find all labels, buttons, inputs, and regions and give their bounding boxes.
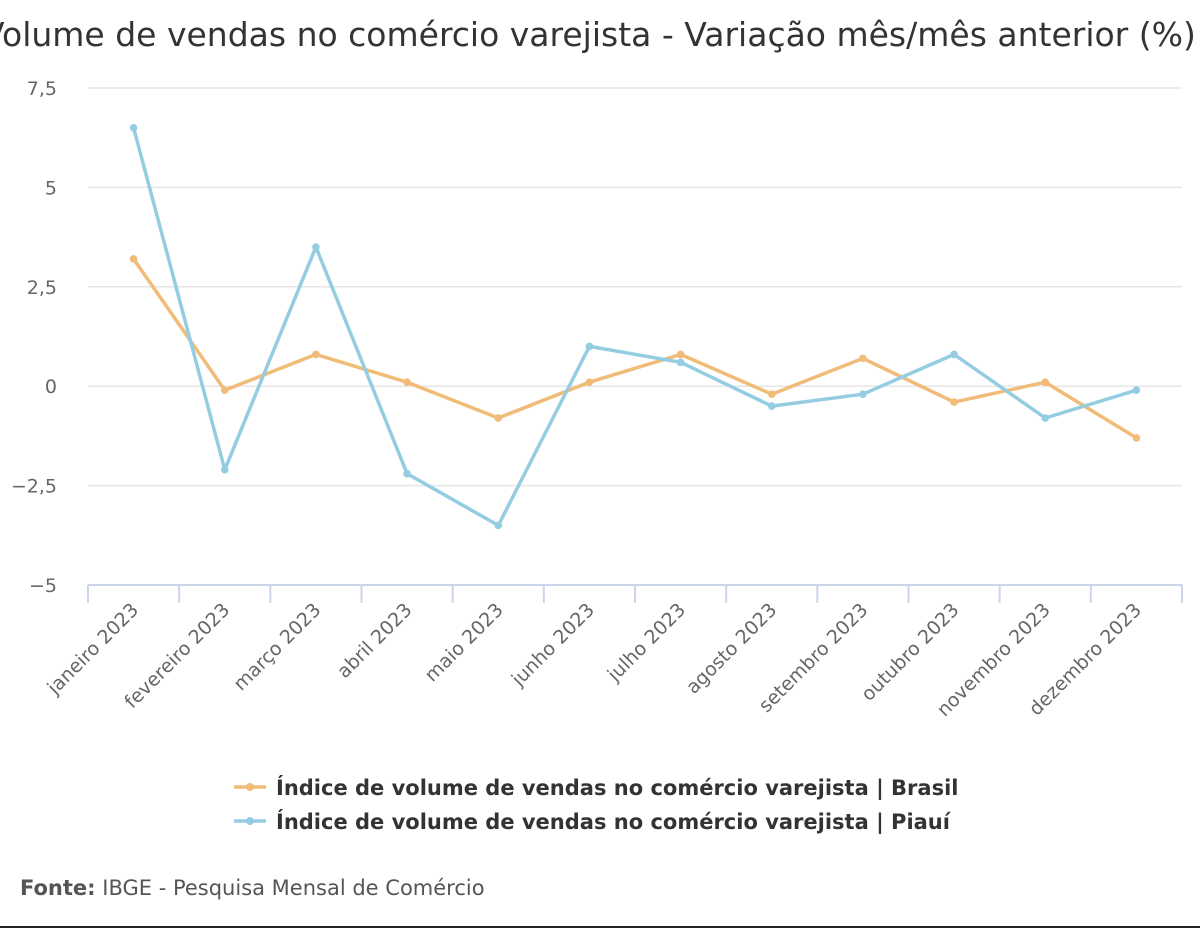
data-point[interactable] bbox=[767, 402, 776, 410]
y-tick-label: 5 bbox=[45, 177, 57, 199]
legend-swatch-marker bbox=[246, 817, 254, 825]
data-point[interactable] bbox=[129, 255, 138, 263]
data-point[interactable] bbox=[312, 350, 320, 359]
y-axis-ticks: 7,5 5 2,5 0 −2,5 −5 bbox=[11, 78, 57, 597]
series-line-0 bbox=[131, 257, 1139, 440]
data-point[interactable] bbox=[1041, 378, 1050, 387]
bottom-divider bbox=[0, 926, 1200, 928]
y-tick-label: 0 bbox=[45, 376, 57, 398]
y-tick-label: −2,5 bbox=[11, 476, 57, 498]
y-tick-label: 7,5 bbox=[27, 78, 57, 100]
legend-swatch-marker bbox=[246, 783, 254, 791]
x-tick-label: julho 2023 bbox=[603, 599, 690, 686]
x-tick-label: abril 2023 bbox=[333, 599, 417, 683]
y-tick-label: 2,5 bbox=[27, 277, 57, 299]
gridlines bbox=[88, 87, 1182, 487]
data-point[interactable] bbox=[220, 386, 229, 394]
series-line-1 bbox=[131, 126, 1139, 528]
legend-item-1[interactable]: Índice de volume de vendas no comércio v… bbox=[234, 809, 952, 835]
data-point[interactable] bbox=[403, 469, 411, 478]
data-point[interactable] bbox=[585, 378, 594, 387]
legend-label: Índice de volume de vendas no comércio v… bbox=[276, 809, 952, 835]
data-point[interactable] bbox=[1132, 434, 1141, 442]
source-note: Fonte: IBGE - Pesquisa Mensal de Comérci… bbox=[20, 876, 485, 900]
y-tick-label: −5 bbox=[29, 575, 57, 597]
legend[interactable]: Índice de volume de vendas no comércio v… bbox=[234, 775, 958, 835]
source-label: Fonte: bbox=[20, 876, 96, 900]
x-tick-label: junho 2023 bbox=[507, 599, 599, 691]
series-lines bbox=[129, 123, 1141, 530]
data-point[interactable] bbox=[494, 414, 503, 422]
data-point[interactable] bbox=[494, 521, 503, 530]
legend-label: Índice de volume de vendas no comércio v… bbox=[276, 775, 958, 801]
data-point[interactable] bbox=[220, 465, 229, 474]
chart-title: Volume de vendas no comércio varejista -… bbox=[0, 15, 1196, 54]
data-point[interactable] bbox=[1041, 414, 1050, 422]
data-point[interactable] bbox=[312, 243, 320, 251]
data-point[interactable] bbox=[676, 358, 685, 367]
legend-item-0[interactable]: Índice de volume de vendas no comércio v… bbox=[234, 775, 958, 801]
x-tick-label: março 2023 bbox=[229, 599, 325, 695]
data-point[interactable] bbox=[859, 390, 867, 398]
data-point[interactable] bbox=[1132, 386, 1141, 394]
data-point[interactable] bbox=[676, 350, 685, 359]
data-point[interactable] bbox=[129, 123, 138, 132]
data-point[interactable] bbox=[403, 378, 411, 387]
source-text: IBGE - Pesquisa Mensal de Comércio bbox=[102, 876, 485, 900]
x-tick-label: agosto 2023 bbox=[682, 599, 781, 698]
data-point[interactable] bbox=[585, 342, 594, 351]
x-tick-label: maio 2023 bbox=[420, 599, 507, 686]
data-point[interactable] bbox=[767, 390, 776, 398]
data-point[interactable] bbox=[950, 398, 958, 406]
x-tick-label: janeiro 2023 bbox=[42, 599, 143, 700]
data-point[interactable] bbox=[859, 354, 867, 363]
data-point[interactable] bbox=[950, 350, 958, 359]
